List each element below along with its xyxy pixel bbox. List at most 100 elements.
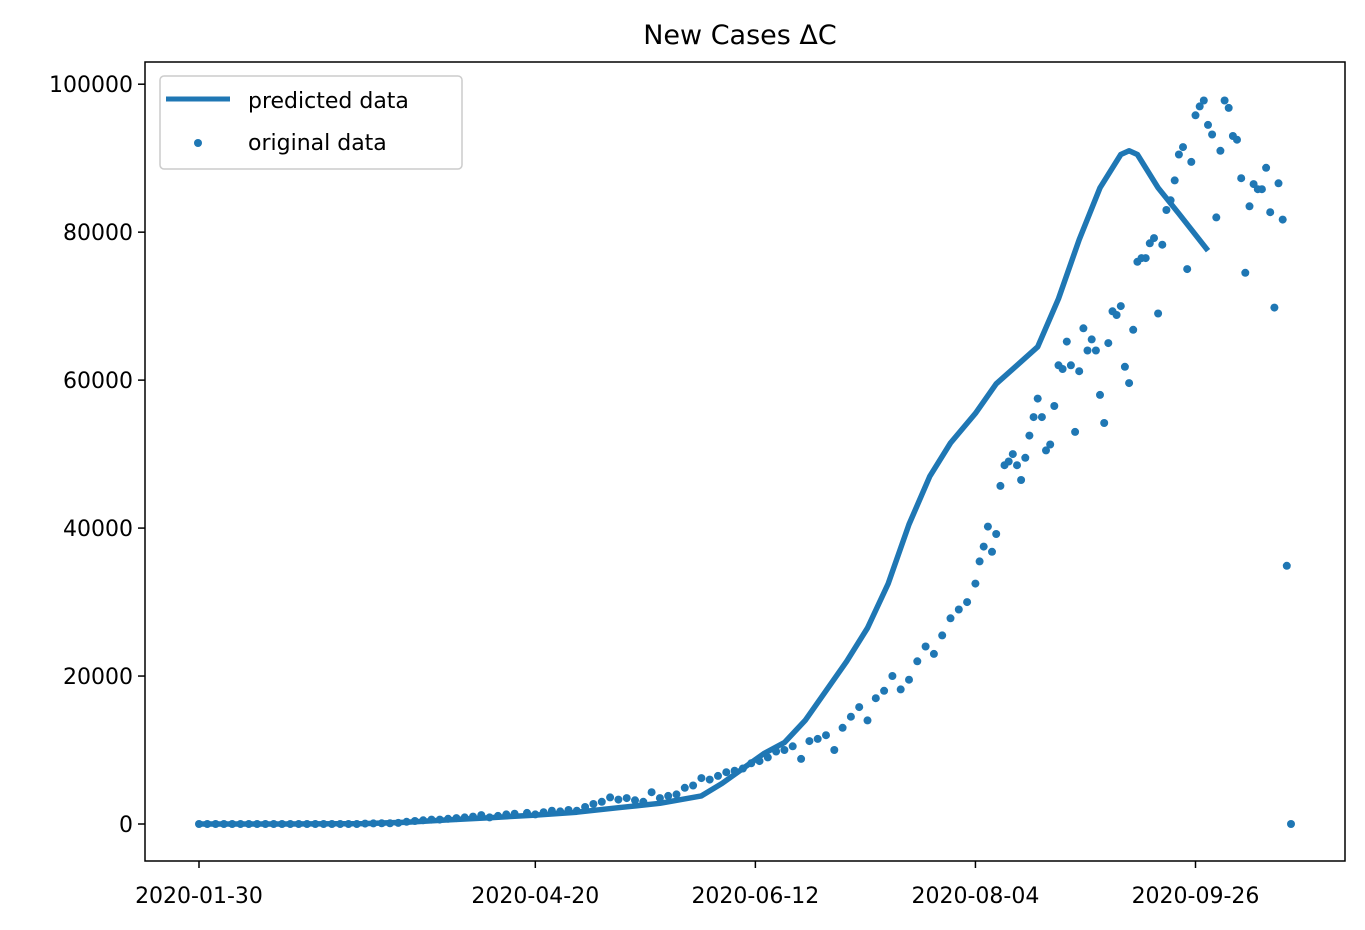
original-data-point [1062, 337, 1071, 346]
original-data-point [888, 672, 897, 680]
y-tick-label: 80000 [63, 221, 133, 246]
x-tick-label: 2020-06-12 [691, 884, 819, 909]
original-data-point [510, 809, 519, 818]
original-data-point [556, 807, 565, 816]
original-data-point [689, 781, 698, 790]
original-data-point [714, 771, 722, 780]
chart-title: New Cases ΔC [643, 20, 837, 51]
original-data-point [589, 800, 598, 808]
legend-label-original: original data [248, 131, 387, 156]
y-tick-label: 60000 [63, 369, 133, 394]
original-data-point [1037, 413, 1046, 422]
original-data-point [664, 791, 673, 800]
original-data-point [244, 820, 253, 828]
original-data-point [979, 542, 988, 551]
original-data-point [1112, 311, 1121, 319]
plot-area [195, 96, 1295, 828]
original-data-point [278, 820, 286, 828]
original-data-point [444, 814, 453, 823]
original-data-point [1241, 268, 1250, 277]
original-data-point [1091, 346, 1100, 355]
original-data-point [1266, 208, 1275, 217]
original-data-point [1100, 419, 1109, 427]
original-data-point [988, 547, 996, 556]
original-data-point [469, 812, 477, 821]
original-data-point [788, 742, 797, 751]
original-data-point [655, 794, 664, 803]
original-data-point [954, 605, 963, 614]
original-data-point [294, 820, 303, 828]
original-data-point [228, 820, 237, 828]
original-data-point [1191, 111, 1200, 120]
original-data-point [386, 819, 394, 828]
y-tick-label: 20000 [63, 665, 133, 690]
original-data-point [1017, 476, 1026, 484]
original-data-point [946, 614, 955, 623]
original-data-point [1237, 174, 1246, 183]
original-data-point [929, 649, 938, 658]
original-data-point [1013, 461, 1021, 470]
original-data-point [419, 816, 428, 825]
legend: predicted data original data [159, 75, 463, 170]
original-data-point [336, 820, 345, 828]
original-data-point [1216, 146, 1225, 155]
original-data-point [1120, 362, 1129, 371]
original-data-point [1033, 394, 1042, 403]
x-tick-label: 2020-01-30 [135, 884, 263, 909]
original-data-point [269, 820, 278, 828]
original-data-point [1183, 265, 1192, 274]
original-data-point [1071, 427, 1080, 436]
original-data-point [394, 818, 403, 827]
original-data-point [1075, 367, 1084, 376]
original-data-point [1029, 413, 1038, 422]
axes-frame [144, 61, 1346, 862]
original-data-point [1170, 176, 1179, 185]
y-tick-label: 100000 [49, 73, 133, 98]
original-data-point [772, 747, 781, 756]
original-data-point [606, 793, 615, 802]
original-data-point [1096, 390, 1104, 399]
original-data-point [410, 817, 419, 825]
original-data-point [1270, 303, 1279, 312]
original-data-point [502, 810, 511, 819]
original-data-point [494, 811, 502, 820]
original-data-point [369, 819, 378, 828]
original-data-point [822, 731, 830, 740]
y-tick-label: 0 [119, 813, 133, 838]
original-data-point [1116, 302, 1125, 311]
original-data-point [1058, 365, 1067, 373]
original-data-point [452, 814, 461, 823]
original-data-point [203, 820, 212, 828]
original-data-point [286, 820, 295, 828]
original-data-point [1083, 346, 1092, 355]
original-data-point [311, 820, 320, 828]
original-data-point [1046, 440, 1055, 449]
original-data-point [261, 820, 270, 828]
original-data-point [705, 775, 714, 784]
original-data-point [1245, 202, 1254, 211]
original-data-point [830, 746, 839, 754]
original-data-point [531, 810, 540, 819]
original-data-point [722, 768, 731, 777]
original-data-point [913, 657, 922, 666]
original-data-point [547, 806, 556, 815]
original-data-point [1274, 179, 1283, 188]
y-axis: 0 20000 40000 60000 80000 100000 [49, 73, 145, 838]
original-data-point [361, 819, 370, 828]
original-data-point [319, 820, 328, 828]
original-data-point [1087, 335, 1096, 344]
legend-label-predicted: predicted data [248, 89, 409, 114]
original-data-point [622, 794, 631, 803]
original-data-point [1257, 185, 1266, 194]
original-data-point [971, 579, 980, 588]
legend-dot-marker [194, 139, 202, 147]
original-data-point [564, 806, 573, 814]
original-data-point [730, 766, 739, 775]
original-data-point [1174, 150, 1183, 159]
original-data-point [921, 642, 930, 651]
original-data-point [1199, 96, 1208, 105]
original-data-point [975, 557, 984, 566]
original-data-point [1204, 120, 1212, 129]
x-tick-label: 2020-08-04 [912, 884, 1040, 909]
